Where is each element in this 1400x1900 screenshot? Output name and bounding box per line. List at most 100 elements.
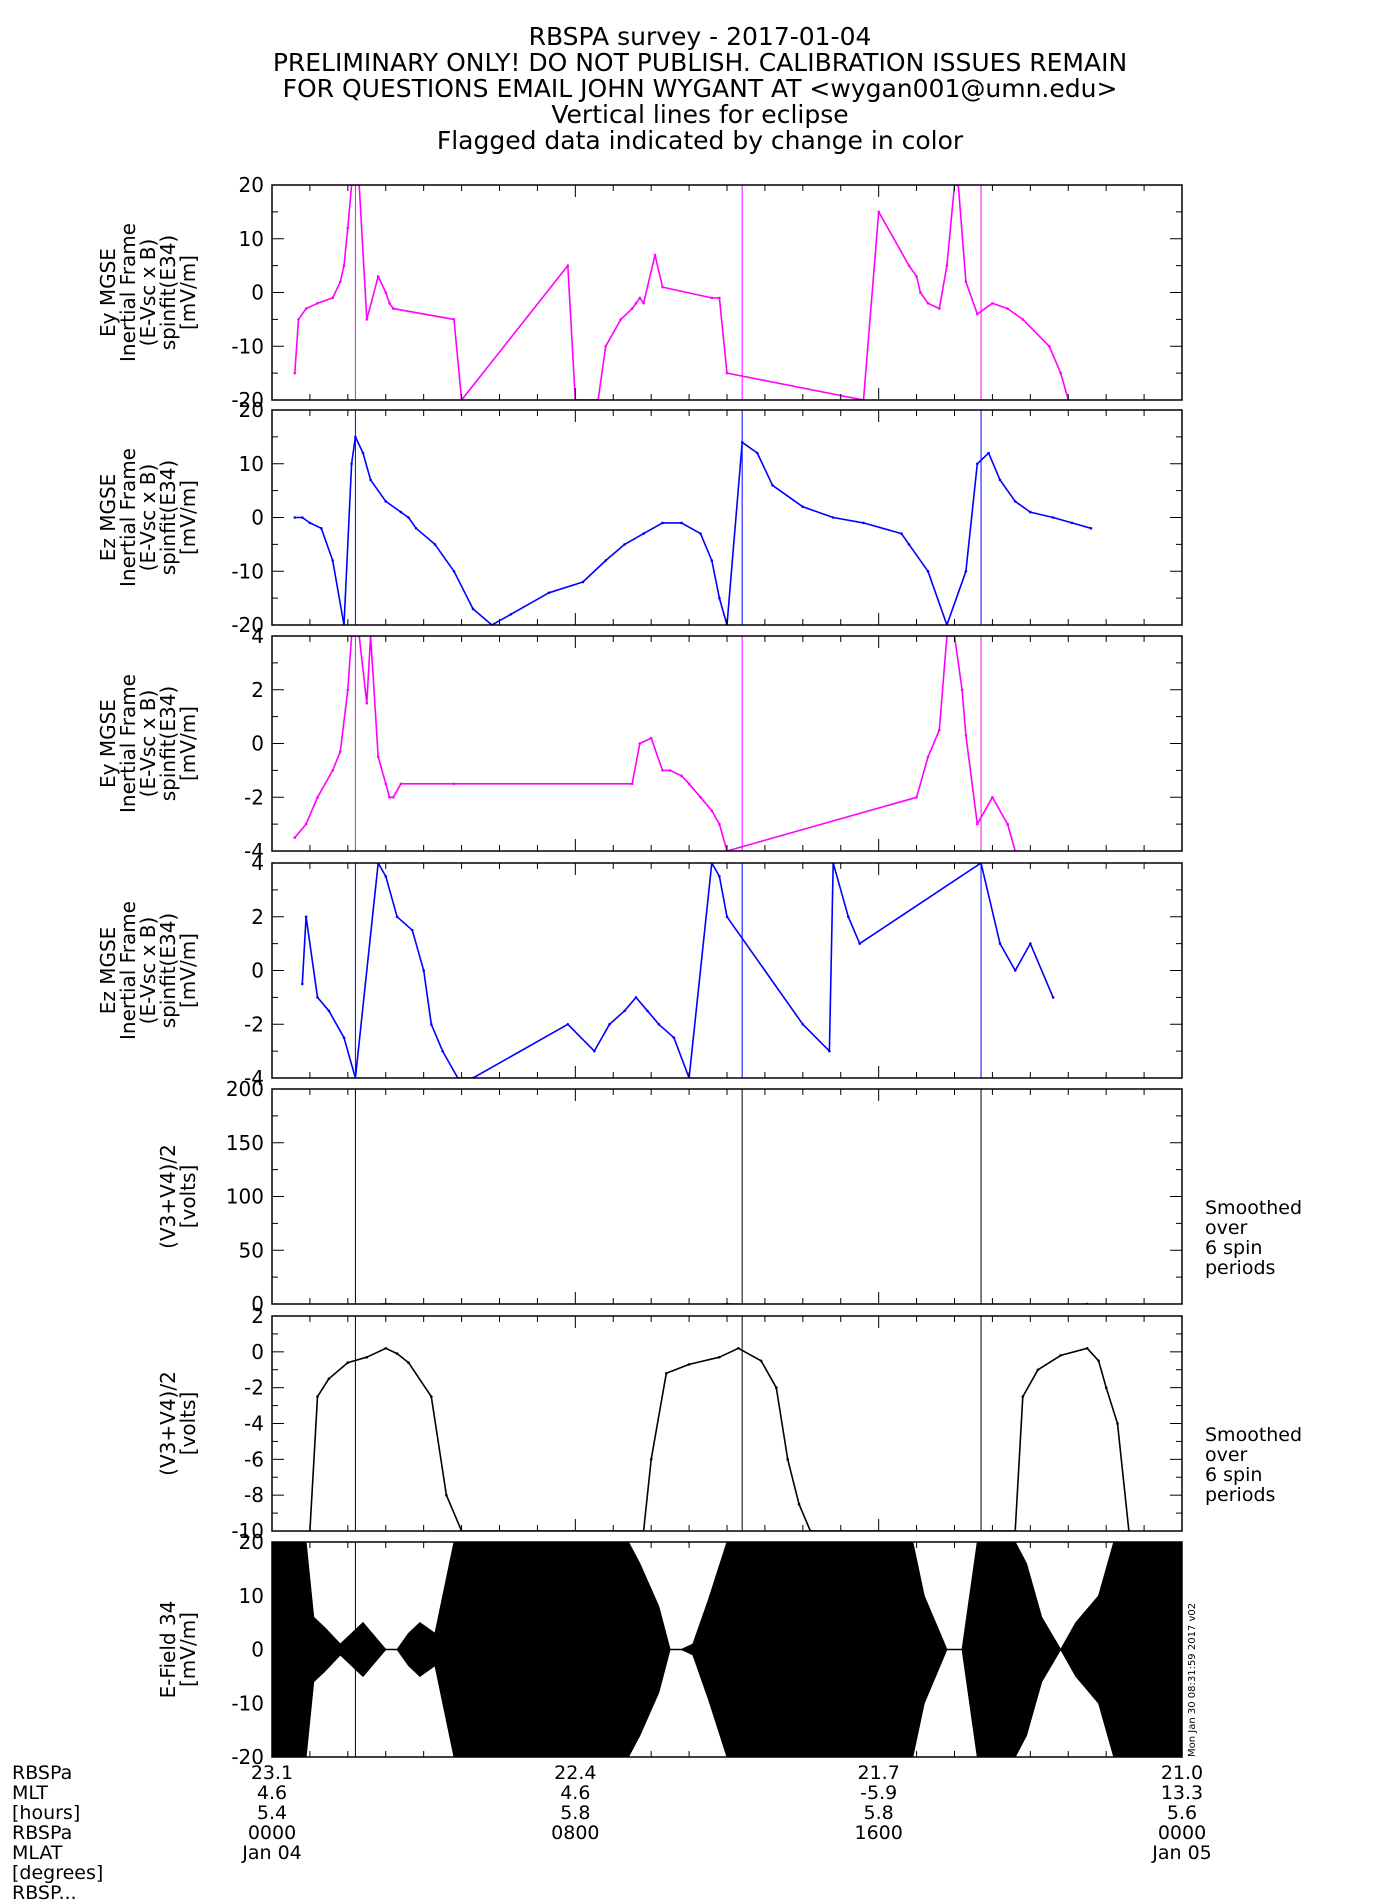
data-point [1036,1368,1040,1372]
y-tick-label: 2 [251,1304,264,1328]
y-axis-label: Ey MGSE [96,699,120,788]
data-point [331,296,335,300]
xaxis-row-label: RBSPa [12,1762,72,1784]
data-point [399,510,403,514]
data-point [384,782,388,786]
data-point [642,302,645,305]
flag-note: Flagged data indicated by change in colo… [436,126,964,155]
xaxis-tick-label: -5.9 [860,1782,897,1804]
data-point [414,527,418,530]
data-point [828,1049,831,1053]
data-point [339,750,342,753]
data-point [630,782,634,786]
data-point [304,915,308,919]
panel-6-frame [271,1315,1183,1532]
data-point [998,942,1002,945]
xaxis-tick-label: 4.6 [257,1782,287,1804]
data-point [1013,500,1017,503]
smoothed-note: over [1205,1217,1248,1239]
data-point [649,1458,653,1461]
panel-3-series [293,636,1017,851]
data-point [316,996,319,999]
data-point [718,875,721,878]
data-point [327,1377,331,1380]
data-point [395,915,399,919]
data-point [991,796,994,799]
data-point [509,613,513,616]
xaxis-tick-label: 21.7 [858,1762,900,1784]
y-tick-label: 20 [239,398,264,422]
data-point [771,484,774,487]
series-line [309,1347,1130,1531]
data-point [388,796,391,799]
data-point [342,1036,346,1039]
y-axis-label: Inertial Frame [116,674,140,813]
data-point [327,1009,331,1013]
panel-6-series [308,1316,1131,1531]
data-point [646,1009,649,1013]
y-axis-label: Ez MGSE [96,474,120,562]
data-point [1021,318,1025,321]
xaxis-tick-label: 4.6 [560,1782,590,1804]
data-point [422,969,426,972]
data-point [900,532,903,535]
xaxis-row-label: MLAT [12,1842,63,1864]
data-point [430,1023,433,1026]
data-point [926,755,930,759]
data-point [649,736,653,740]
y-tick-label: 0 [251,281,264,305]
data-point [339,280,342,284]
panel-7-series [272,1542,1182,1757]
data-point [392,307,395,310]
xaxis-row-label: RBSPa [12,1822,72,1844]
y-tick-label: -2 [244,1376,264,1400]
data-point [430,1395,433,1398]
smoothed-note: periods [1205,1257,1275,1279]
xaxis-row-label: RBSP... [12,1882,77,1900]
data-point [293,836,297,839]
data-point [630,307,634,310]
series-line [301,863,1054,1078]
data-point [547,591,551,595]
y-axis-label: spinfit(E34) [156,460,180,575]
y-tick-label: -20 [231,388,264,412]
data-point [687,782,691,786]
eclipse-note: Vertical lines for eclipse [551,100,849,129]
data-point [991,302,994,305]
data-point [608,1023,611,1026]
data-point [376,275,380,278]
data-point [293,371,297,375]
data-point [987,451,990,455]
data-point [725,371,729,375]
data-point [847,915,850,919]
series-line [294,185,1070,400]
xaxis-row-label: [hours] [12,1802,80,1824]
data-point [297,318,300,321]
data-point [1029,942,1032,945]
data-point [365,701,369,705]
y-tick-label: 10 [239,452,264,476]
y-axis-label: [mV/m] [176,1612,200,1687]
y-tick-label: -4 [244,1066,264,1090]
data-point [831,516,835,519]
data-point [350,462,353,466]
data-point [304,307,308,310]
y-axis-label: (E-Vsc x B) [136,690,160,798]
data-point [407,1361,410,1364]
data-point [759,1359,763,1363]
smoothed-note: over [1205,1444,1248,1466]
data-point [623,543,626,546]
y-tick-label: -8 [244,1483,264,1507]
y-axis-label: (E-Vsc x B) [136,917,160,1025]
data-point [388,302,391,305]
data-point [623,1009,626,1013]
data-point [964,570,968,573]
y-axis-label: (V3+V4)/2 [156,1371,180,1476]
data-point [756,451,759,455]
data-point [638,296,642,300]
data-point [365,1355,369,1359]
y-tick-label: 20 [239,1530,264,1554]
y-tick-label: 2 [251,905,264,929]
y-tick-label: -10 [231,334,264,358]
data-point [1051,996,1055,999]
